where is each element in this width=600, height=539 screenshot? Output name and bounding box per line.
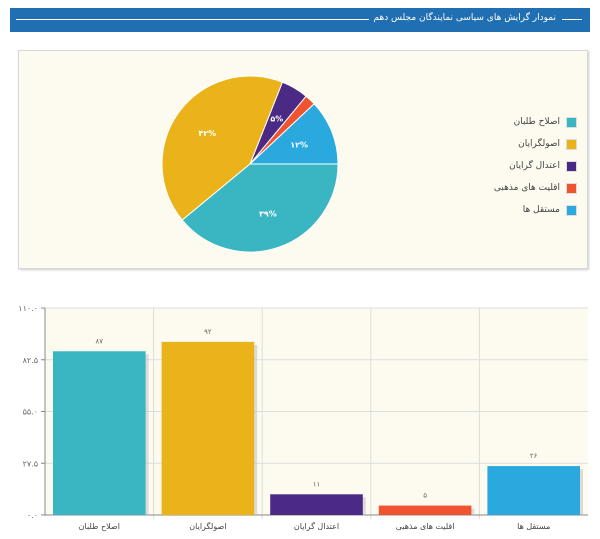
pie-data-label: ۱۲% xyxy=(290,141,308,150)
bar xyxy=(270,494,363,515)
pie-legend: اصلاح طلبان اصولگرایان اعتدال گرایان اقلیت … xyxy=(494,111,577,221)
pie-data-label: ۴۲% xyxy=(198,129,216,138)
pie-slice xyxy=(181,163,339,253)
pie-chart: ۱۲% ۵% ۴۲% ۳۹% xyxy=(161,75,339,253)
legend-swatch xyxy=(566,138,577,150)
y-tick-label: ۱۱۰.۰ xyxy=(18,304,38,313)
bar-data-label: ۸۷ xyxy=(96,337,104,345)
pie-chart-panel: ۱۲% ۵% ۴۲% ۳۹% اصلاح طلبان اصولگرایان اعتدال … xyxy=(18,50,588,269)
header-rule-left xyxy=(16,19,386,20)
section-header: نمودار گرایش های سیاسی نمایندگان مجلس ده… xyxy=(10,8,590,32)
legend-label: اقلیت های مذهبی xyxy=(493,183,560,193)
legend-swatch xyxy=(566,116,577,128)
bar xyxy=(378,505,472,515)
pie-slice xyxy=(248,103,339,165)
legend-item[interactable]: اصولگرایان xyxy=(494,133,577,155)
x-tick-label: مستقل ها xyxy=(517,522,550,531)
legend-swatch xyxy=(566,204,577,216)
legend-label: اصولگرایان xyxy=(518,139,560,149)
legend-swatch xyxy=(566,182,577,194)
bar-data-label: ۲۶ xyxy=(530,452,538,460)
bar-data-label: ۹۲ xyxy=(204,328,212,336)
header-title: نمودار گرایش های سیاسی نمایندگان مجلس ده… xyxy=(369,13,560,23)
legend-item[interactable]: اقلیت های مذهبی xyxy=(494,177,577,199)
pie-slice xyxy=(161,75,284,221)
legend-label: اصلاح طلبان xyxy=(513,117,560,127)
bar-data-label: ۱۱ xyxy=(313,480,321,488)
x-tick-label: اعتدال گرایان xyxy=(294,521,339,531)
y-tick-label: ۲۷.۵ xyxy=(23,459,38,468)
y-tick-label: ۸۲.۵ xyxy=(23,356,38,365)
legend-item[interactable]: اعتدال گرایان xyxy=(494,155,577,177)
bar xyxy=(487,466,580,515)
y-tick-label: ۵۵.۰ xyxy=(23,408,38,417)
bar-data-label: ۵ xyxy=(423,492,427,500)
x-tick-label: اقلیت های مذهبی xyxy=(396,522,455,531)
x-tick-label: اصولگرایان xyxy=(189,521,226,531)
y-tick-label: ۰.۰ xyxy=(27,511,38,520)
x-tick-label: اصلاح طلبان xyxy=(79,522,120,531)
legend-item[interactable]: اصلاح طلبان xyxy=(494,111,577,133)
legend-item[interactable]: مستقل ها xyxy=(494,199,577,221)
legend-label: مستقل ها xyxy=(522,205,560,215)
legend-label: اعتدال گرایان xyxy=(509,161,560,171)
pie-data-label: ۳۹% xyxy=(259,210,277,219)
bar-chart: ۰.۰ ۲۷.۵ ۵۵.۰ ۸۲.۵ ۱۱۰.۰ ۸۷ اصلاح طلبان ۹۲ اصولگ… xyxy=(18,304,588,531)
pie-data-label: ۵% xyxy=(270,115,283,124)
header-rule-right xyxy=(562,19,582,20)
legend-swatch xyxy=(566,160,577,172)
bar xyxy=(161,341,255,515)
bar xyxy=(53,351,146,515)
